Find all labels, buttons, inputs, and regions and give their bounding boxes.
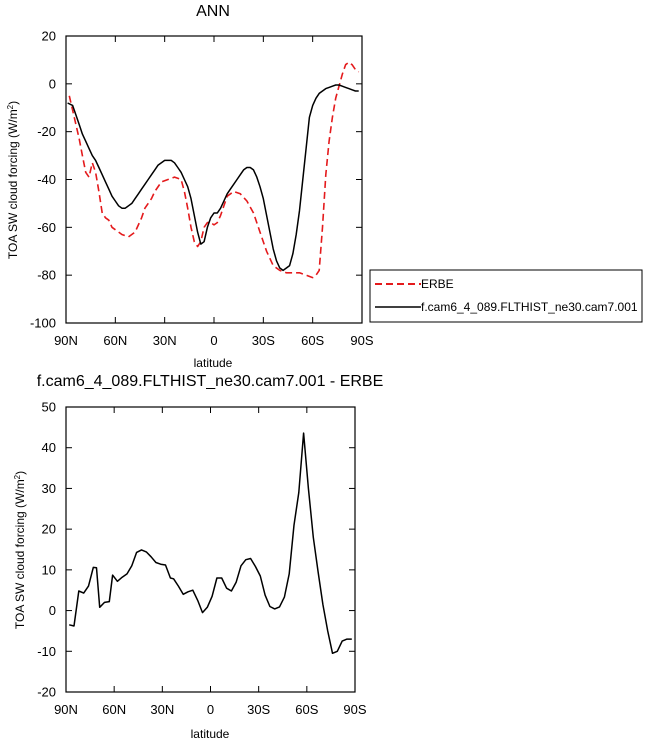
bottom-y-axis-label-main: TOA SW cloud forcing (W/m xyxy=(13,479,27,629)
bottom-series-group xyxy=(69,432,352,655)
top-series-line-2 xyxy=(67,84,359,272)
bottom-y-tick-label: 40 xyxy=(42,440,56,455)
top-x-axis: 90N 60N 30N 0 30S 60S 90S xyxy=(54,36,374,348)
top-panel: ANN 20 0 -20 -40 -60 -80 -100 90N 60N 30N 0 30S 60S… xyxy=(6,3,643,370)
top-y-axis: 20 0 -20 -40 -60 -80 -100 xyxy=(30,29,362,331)
top-y-tick-label: -20 xyxy=(37,124,56,139)
bottom-x-tick-label: 30S xyxy=(247,702,270,717)
bottom-y-tick-label: -20 xyxy=(37,685,56,700)
bottom-y-tick-label: 0 xyxy=(49,603,56,618)
top-y-tick-label: -100 xyxy=(30,316,56,331)
top-x-tick-label: 60N xyxy=(103,333,127,348)
top-y-tick-label: 20 xyxy=(42,29,56,44)
bottom-series-line-1 xyxy=(69,432,352,655)
top-x-tick-label: 30N xyxy=(153,333,177,348)
bottom-x-tick-label: 60N xyxy=(102,702,126,717)
top-x-tick-label: 30S xyxy=(252,333,275,348)
bottom-x-tick-label: 60S xyxy=(295,702,318,717)
bottom-x-axis-label: latitude xyxy=(191,727,230,741)
top-y-tick-label: -80 xyxy=(37,268,56,283)
bottom-panel: f.cam6_4_089.FLTHIST_ne30.cam7.001 - ERB… xyxy=(13,373,384,741)
top-y-tick-label: 0 xyxy=(49,76,56,91)
top-y-axis-label-main: TOA SW cloud forcing (W/m xyxy=(6,109,20,259)
bottom-x-tick-label: 90N xyxy=(54,702,78,717)
bottom-chart-title: f.cam6_4_089.FLTHIST_ne30.cam7.001 - ERB… xyxy=(37,373,384,390)
top-plot-frame xyxy=(65,35,363,324)
legend-box xyxy=(369,269,643,323)
top-x-tick-label: 90N xyxy=(54,333,78,348)
top-series-line-1 xyxy=(68,61,360,279)
top-y-tick-label: -40 xyxy=(37,172,56,187)
top-y-tick-label: -60 xyxy=(37,220,56,235)
bottom-x-tick-label: 90S xyxy=(343,702,366,717)
legend: ERBE f.cam6_4_089.FLTHIST_ne30.cam7.001 xyxy=(369,269,643,323)
bottom-y-tick-label: 30 xyxy=(42,481,56,496)
top-y-axis-label: TOA SW cloud forcing (W/m2) xyxy=(6,101,21,259)
top-x-axis-label: latitude xyxy=(194,356,233,370)
bottom-y-axis-label-close: ) xyxy=(13,471,27,475)
bottom-y-axis: 50 40 30 20 10 0 -10 -20 xyxy=(37,400,355,700)
bottom-y-tick-label: 50 xyxy=(42,400,56,415)
bottom-y-tick-label: 10 xyxy=(42,562,56,577)
top-x-tick-label: 60S xyxy=(301,333,324,348)
bottom-y-axis-label-superscript: 2 xyxy=(13,474,22,479)
legend-label-erbe: ERBE xyxy=(421,277,454,291)
bottom-plot-frame xyxy=(65,406,356,693)
top-x-tick-label: 0 xyxy=(210,333,217,348)
bottom-x-tick-label: 30N xyxy=(150,702,174,717)
bottom-y-tick-label: -10 xyxy=(37,644,56,659)
top-y-axis-label-close: ) xyxy=(6,101,20,105)
top-chart-title: ANN xyxy=(196,3,230,20)
bottom-x-tick-label: 0 xyxy=(207,702,214,717)
bottom-y-tick-label: 20 xyxy=(42,522,56,537)
top-x-tick-label: 90S xyxy=(350,333,373,348)
bottom-x-axis: 90N 60N 30N 0 30S 60S 90S xyxy=(54,407,367,717)
legend-label-model: f.cam6_4_089.FLTHIST_ne30.cam7.001 xyxy=(421,300,638,314)
bottom-y-axis-label: TOA SW cloud forcing (W/m2) xyxy=(13,471,28,629)
top-y-axis-label-superscript: 2 xyxy=(6,104,15,109)
top-series-group xyxy=(67,61,360,279)
